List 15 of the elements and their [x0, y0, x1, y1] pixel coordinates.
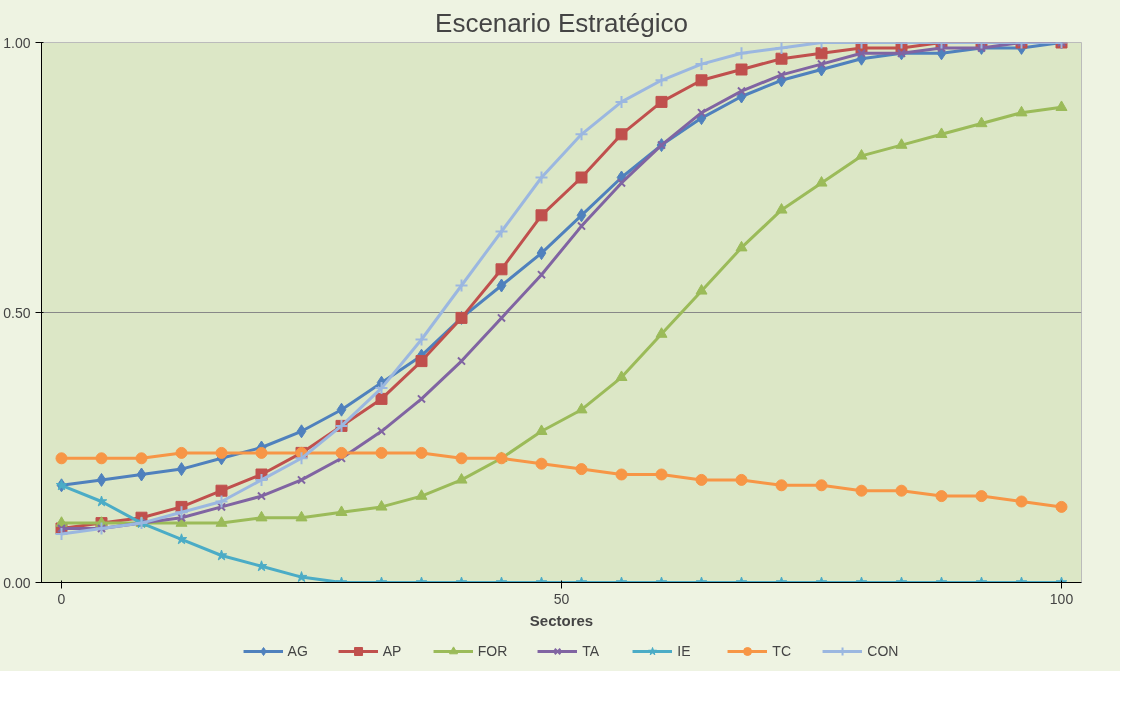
y-tick-label: 0.00	[3, 574, 31, 591]
legend-label: CON	[867, 643, 899, 659]
x-axis-title: Sectores	[529, 611, 594, 629]
x-tick-label: 50	[553, 590, 570, 607]
legend-label: AP	[382, 643, 403, 659]
y-tick-label: 0.50	[3, 304, 31, 321]
chart-title: Escenario Estratégico	[435, 7, 688, 38]
legend-label: TA	[582, 643, 601, 659]
legend-label: FOR	[477, 643, 508, 659]
x-tick-label: 0	[57, 590, 66, 607]
y-tick-label: 1.00	[3, 34, 31, 51]
x-tick-label: 100	[1049, 590, 1074, 607]
legend-label: IE	[677, 643, 692, 659]
legend-label: TC	[772, 643, 792, 659]
legend-label: AG	[287, 643, 308, 659]
